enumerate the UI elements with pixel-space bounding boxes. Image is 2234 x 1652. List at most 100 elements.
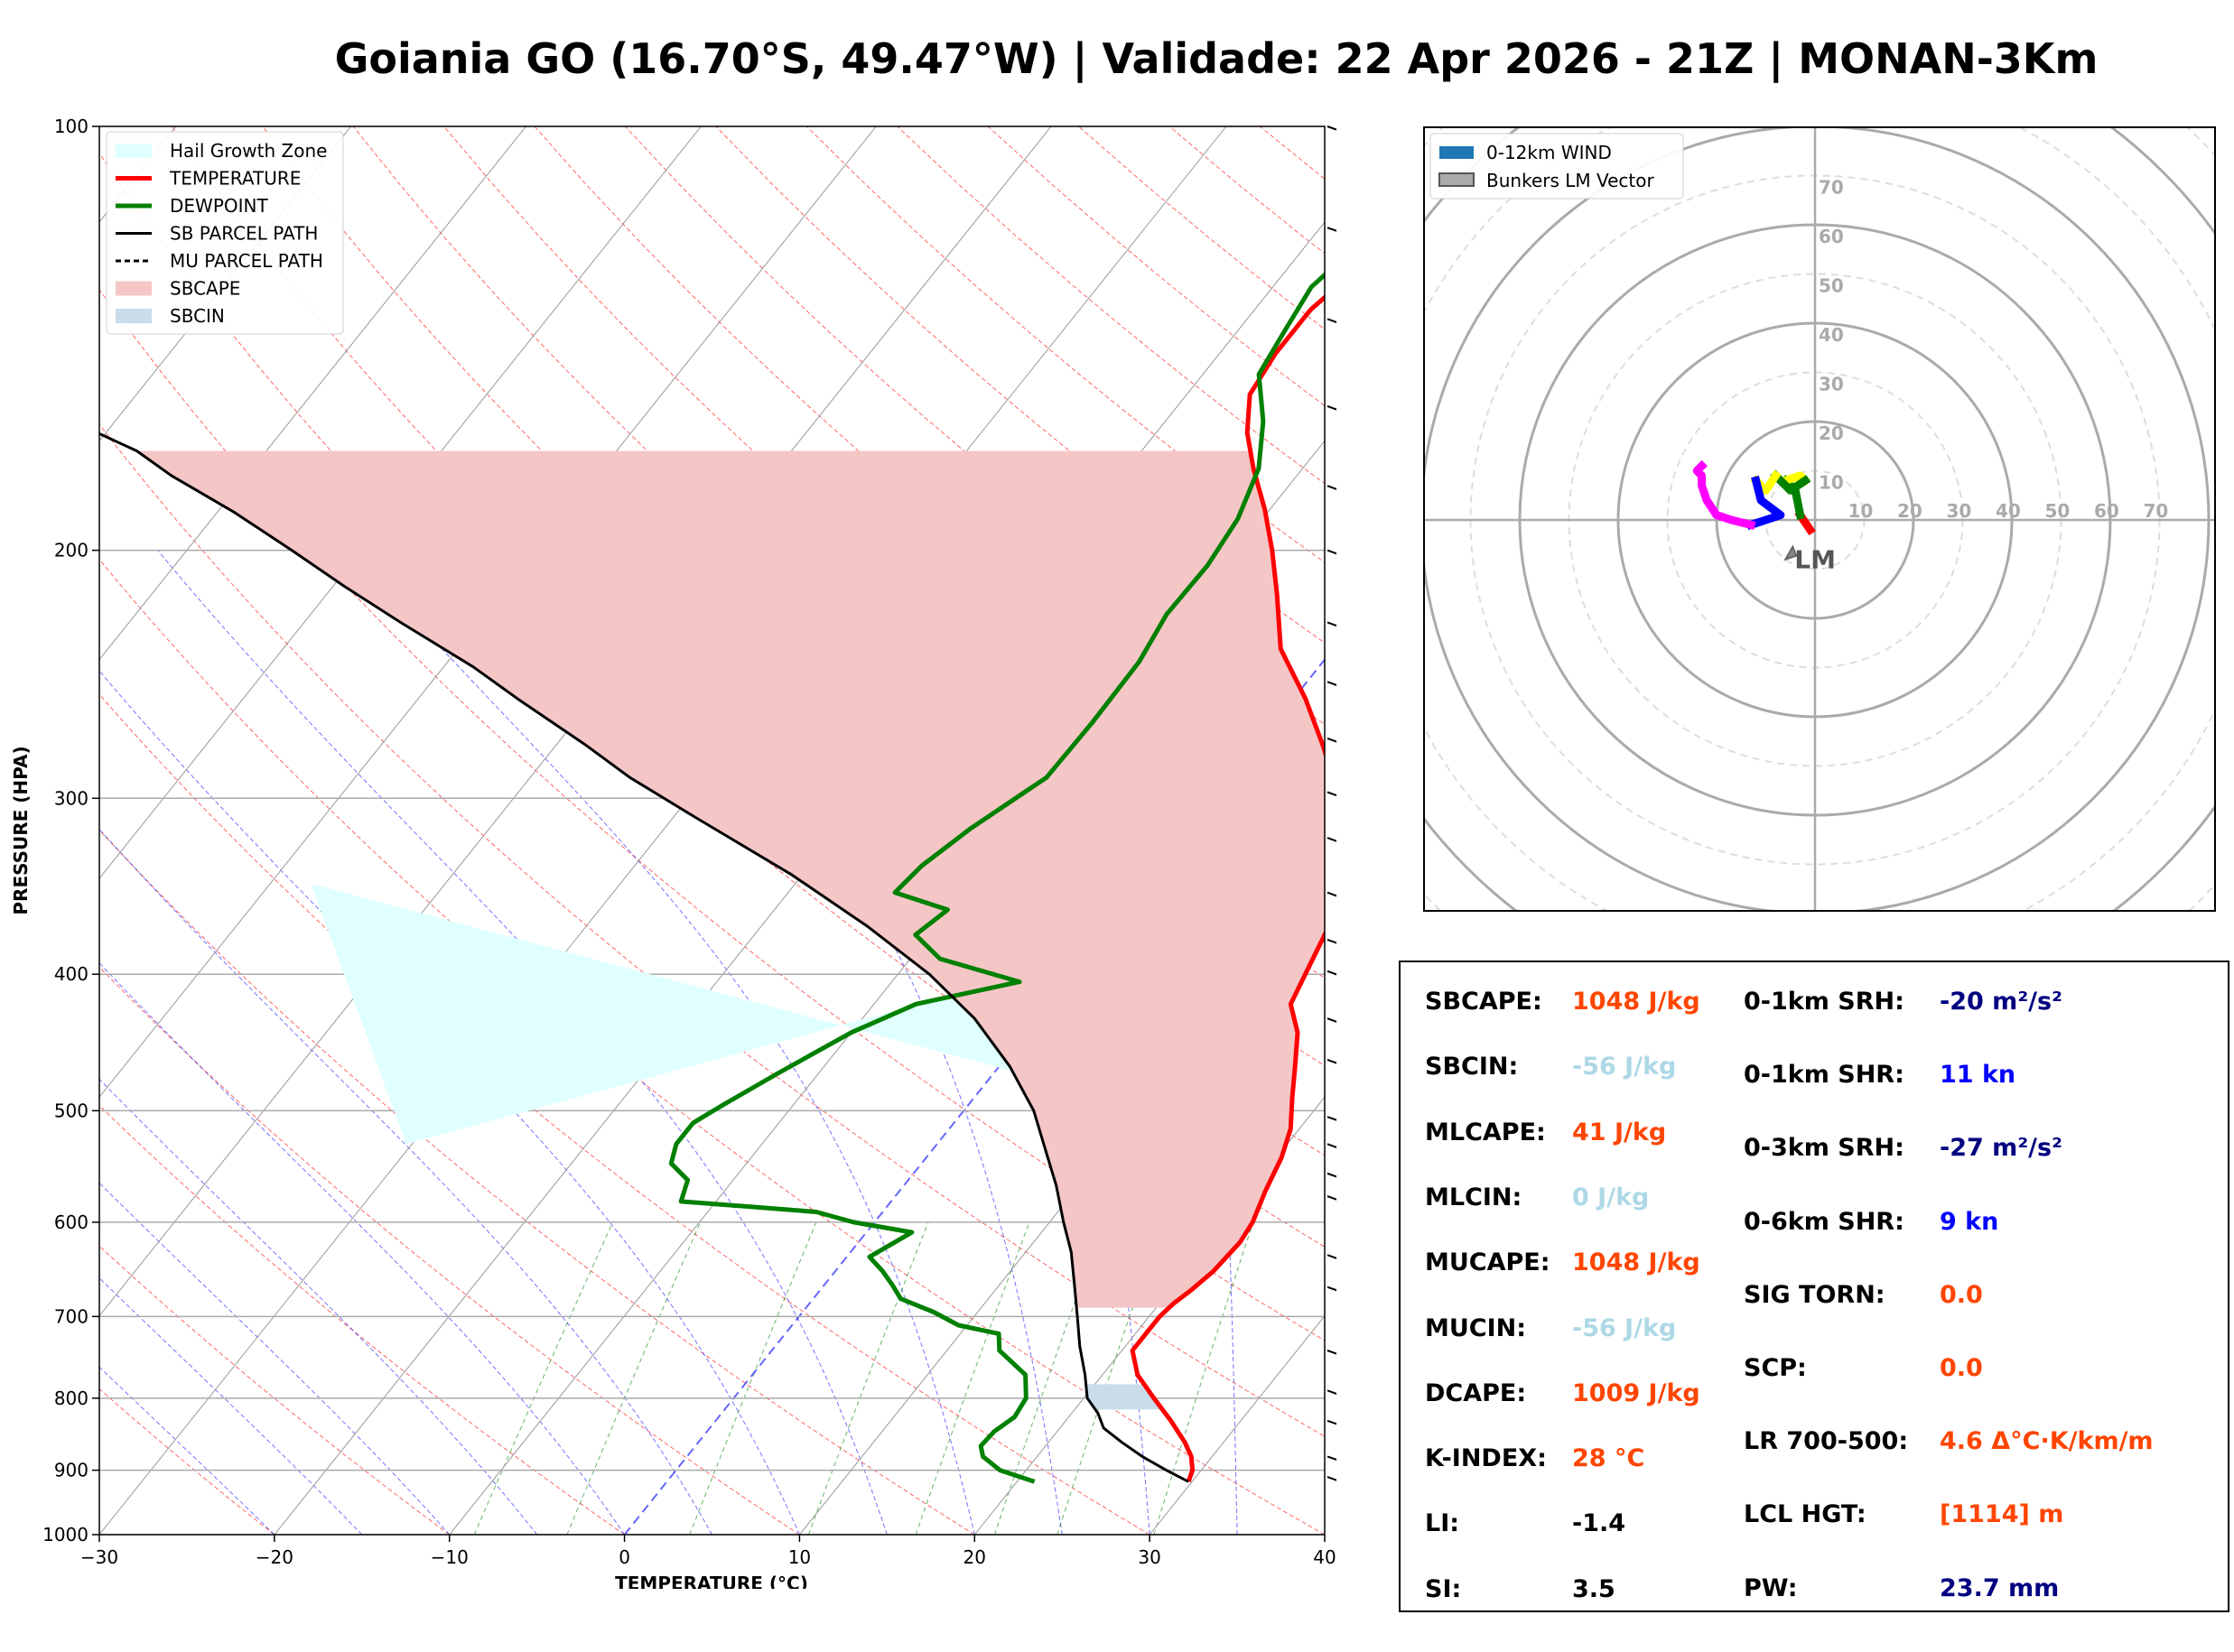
wind-barb <box>1326 1254 1336 1259</box>
isotherm <box>99 126 352 442</box>
stat-label: LCL HGT: <box>1744 1500 1866 1529</box>
page-title: Goiania GO (16.70°S, 49.47°W) | Validade… <box>334 34 2099 83</box>
wind-barb <box>1326 970 1336 976</box>
stats-panel: SBCAPE: 1048 J/kg SBCIN: -56 J/kg MLCAPE: 41 … <box>1399 961 2229 1612</box>
wind-barb <box>1326 621 1336 627</box>
wind-barb-shaft <box>1326 404 1336 411</box>
stat-value: -56 J/kg <box>1572 1053 1677 1081</box>
wind-barb-shaft <box>1326 1116 1336 1121</box>
stat-value: 23.7 mm <box>1940 1573 2060 1602</box>
mixing-ratio-line <box>1153 1221 1254 1535</box>
stat-label: SIG TORN: <box>1744 1280 1885 1309</box>
hodograph-ring-label: 20 <box>1897 500 1922 522</box>
wind-barb <box>1326 125 1336 131</box>
isotherm <box>99 126 877 1099</box>
stat-value: -1.4 <box>1572 1509 1626 1538</box>
stat-value: 0 J/kg <box>1572 1183 1650 1211</box>
wind-barb-shaft <box>1326 1389 1336 1395</box>
hodograph-ring-label: 20 <box>1819 422 1844 444</box>
wind-barb-shaft <box>1326 1195 1336 1201</box>
wind-barb <box>1326 1389 1336 1395</box>
wind-barb <box>1326 837 1336 842</box>
stat-value: [1114] m <box>1940 1500 2064 1529</box>
mixing-ratio-line <box>473 1221 613 1535</box>
legend-label: SB PARCEL PATH <box>170 223 318 245</box>
wind-barb-shaft <box>1326 970 1336 976</box>
hodograph-segment <box>1745 475 1785 531</box>
wind-barb <box>1326 549 1336 555</box>
legend-label: DEWPOINT <box>170 195 268 217</box>
temperature-line <box>1130 294 1325 1483</box>
skewt-plot-frame <box>98 125 1326 1536</box>
isotherm <box>0 126 1 1535</box>
stat-label: SI: <box>1425 1574 1462 1603</box>
stat-label: DCAPE: <box>1425 1378 1527 1407</box>
stat-value: 28 °C <box>1572 1444 1645 1473</box>
stat-value: 0.0 <box>1940 1354 1983 1382</box>
mixing-ratio-line <box>566 1221 702 1535</box>
wind-barb <box>1326 737 1336 743</box>
wind-barb <box>1326 1455 1336 1462</box>
stat-label: LR 700-500: <box>1744 1427 1909 1456</box>
moist-adiabat <box>157 550 888 1535</box>
skewt-legend: Hail Growth Zone TEMPERATURE DEWPOINT SB PA… <box>106 131 344 335</box>
hodograph-ring-label: 40 <box>1819 324 1844 346</box>
wind-barb <box>1326 791 1336 797</box>
legend-label: MU PARCEL PATH <box>170 250 323 272</box>
hodograph-ring-label: 50 <box>2045 500 2071 522</box>
dry-adiabat <box>99 1104 625 1535</box>
stat-value: -56 J/kg <box>1572 1313 1677 1342</box>
sb-parcel-path-line <box>99 432 1189 1483</box>
hodograph-legend: 0-12km WIND Bunkers LM Vector <box>1429 133 1684 200</box>
dry-adiabat <box>99 423 1325 1437</box>
moist-adiabat <box>1324 1516 1325 1535</box>
wind-barb <box>1326 1143 1336 1148</box>
wind-barb <box>1326 1285 1336 1292</box>
y-tick-label: 400 <box>54 963 88 985</box>
moist-adiabat <box>99 1276 363 1535</box>
wind-barb <box>1326 485 1336 490</box>
stat-label: K-INDEX: <box>1425 1444 1547 1473</box>
x-tick-label: 10 <box>788 1546 811 1568</box>
x-tick-label: 40 <box>1313 1546 1336 1568</box>
y-tick-label: 500 <box>54 1100 88 1121</box>
stat-value: 11 kn <box>1940 1061 2016 1090</box>
stat-label: LI: <box>1425 1509 1460 1538</box>
dry-adiabat <box>99 558 1325 1535</box>
legend-swatch-bunkers <box>1438 172 1475 187</box>
isotherm <box>99 126 702 879</box>
moist-adiabat <box>99 670 800 1535</box>
hodograph-legend-label: Bunkers LM Vector <box>1486 170 1655 191</box>
hodograph-ring-label: 70 <box>2144 500 2169 522</box>
stat-label: MUCAPE: <box>1425 1248 1550 1277</box>
legend-swatch-sbcin <box>116 309 152 323</box>
wind-barb-shaft <box>1326 891 1336 897</box>
isotherm <box>99 126 1052 1317</box>
hodograph-legend-label: 0-12km WIND <box>1486 142 1612 163</box>
x-tick-label: −20 <box>256 1546 293 1568</box>
y-tick-label: 600 <box>54 1211 88 1233</box>
stat-label: 0-6km SHR: <box>1744 1207 1904 1236</box>
wind-barb <box>1326 1116 1336 1121</box>
wind-barb-shaft <box>1326 1419 1336 1425</box>
wind-barb <box>1326 1195 1336 1201</box>
hodograph-ring-label: 30 <box>1819 374 1844 395</box>
stat-value: 1048 J/kg <box>1572 1248 1700 1277</box>
stat-label: 0-3km SRH: <box>1744 1134 1904 1163</box>
wind-barb <box>1326 681 1336 687</box>
stat-label: SCP: <box>1744 1354 1807 1382</box>
wind-barb <box>1326 1419 1336 1425</box>
legend-swatch-wind <box>1439 146 1474 159</box>
x-tick-label: −30 <box>80 1546 118 1568</box>
bunkers-lm-vector <box>1783 544 1798 561</box>
wind-barb <box>1326 891 1336 897</box>
wind-barb-shaft <box>1326 1476 1336 1481</box>
wind-barb <box>1326 318 1336 323</box>
wind-barb-shaft <box>1326 549 1336 555</box>
moist-adiabat <box>99 1366 275 1535</box>
legend-swatch-sbcape <box>116 281 152 296</box>
x-axis-label: TEMPERATURE (°C) <box>615 1573 808 1589</box>
wind-barb-shaft <box>1326 837 1336 842</box>
y-tick-label: 100 <box>54 116 88 137</box>
y-axis-label: PRESSURE (HPA) <box>10 746 32 914</box>
